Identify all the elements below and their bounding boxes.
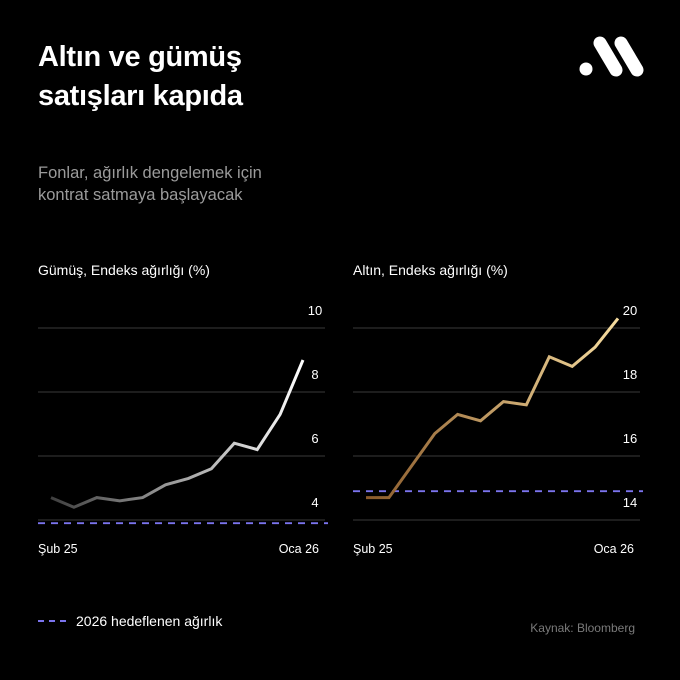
subtitle: Fonlar, ağırlık dengelemek için kontrat … <box>38 164 262 204</box>
y-tick-label: 18 <box>623 367 637 382</box>
y-tick-label: 4 <box>311 495 318 510</box>
x-tick-label: Oca 26 <box>279 542 319 556</box>
silver-chart-title: Gümüş, Endeks ağırlığı (%) <box>38 262 210 278</box>
x-tick-label: Oca 26 <box>594 542 634 556</box>
legend-label: 2026 hedeflenen ağırlık <box>76 613 223 629</box>
dashed-line-legend-icon <box>38 620 66 622</box>
source: Kaynak: Bloomberg <box>530 621 635 635</box>
brand-logo-icon <box>579 36 644 77</box>
y-tick-label: 8 <box>311 367 318 382</box>
page-title: Altın ve gümüş satışları kapıda <box>38 41 243 112</box>
y-tick-label: 14 <box>623 495 637 510</box>
gold-chart-title: Altın, Endeks ağırlığı (%) <box>353 262 508 278</box>
series-line <box>366 317 620 500</box>
silver-chart: 4 6 8 10 Şub 25 Oca 26 <box>38 303 328 556</box>
y-tick-label: 16 <box>623 431 637 446</box>
x-tick-label: Şub 25 <box>38 542 78 556</box>
y-tick-label: 6 <box>311 431 318 446</box>
y-tick-label: 10 <box>308 303 322 318</box>
x-tick-label: Şub 25 <box>353 542 393 556</box>
gold-chart: 14 16 18 20 Şub 25 Oca 26 <box>353 303 643 556</box>
y-tick-label: 20 <box>623 303 637 318</box>
series-line <box>50 359 305 509</box>
legend: 2026 hedeflenen ağırlık <box>38 613 222 629</box>
